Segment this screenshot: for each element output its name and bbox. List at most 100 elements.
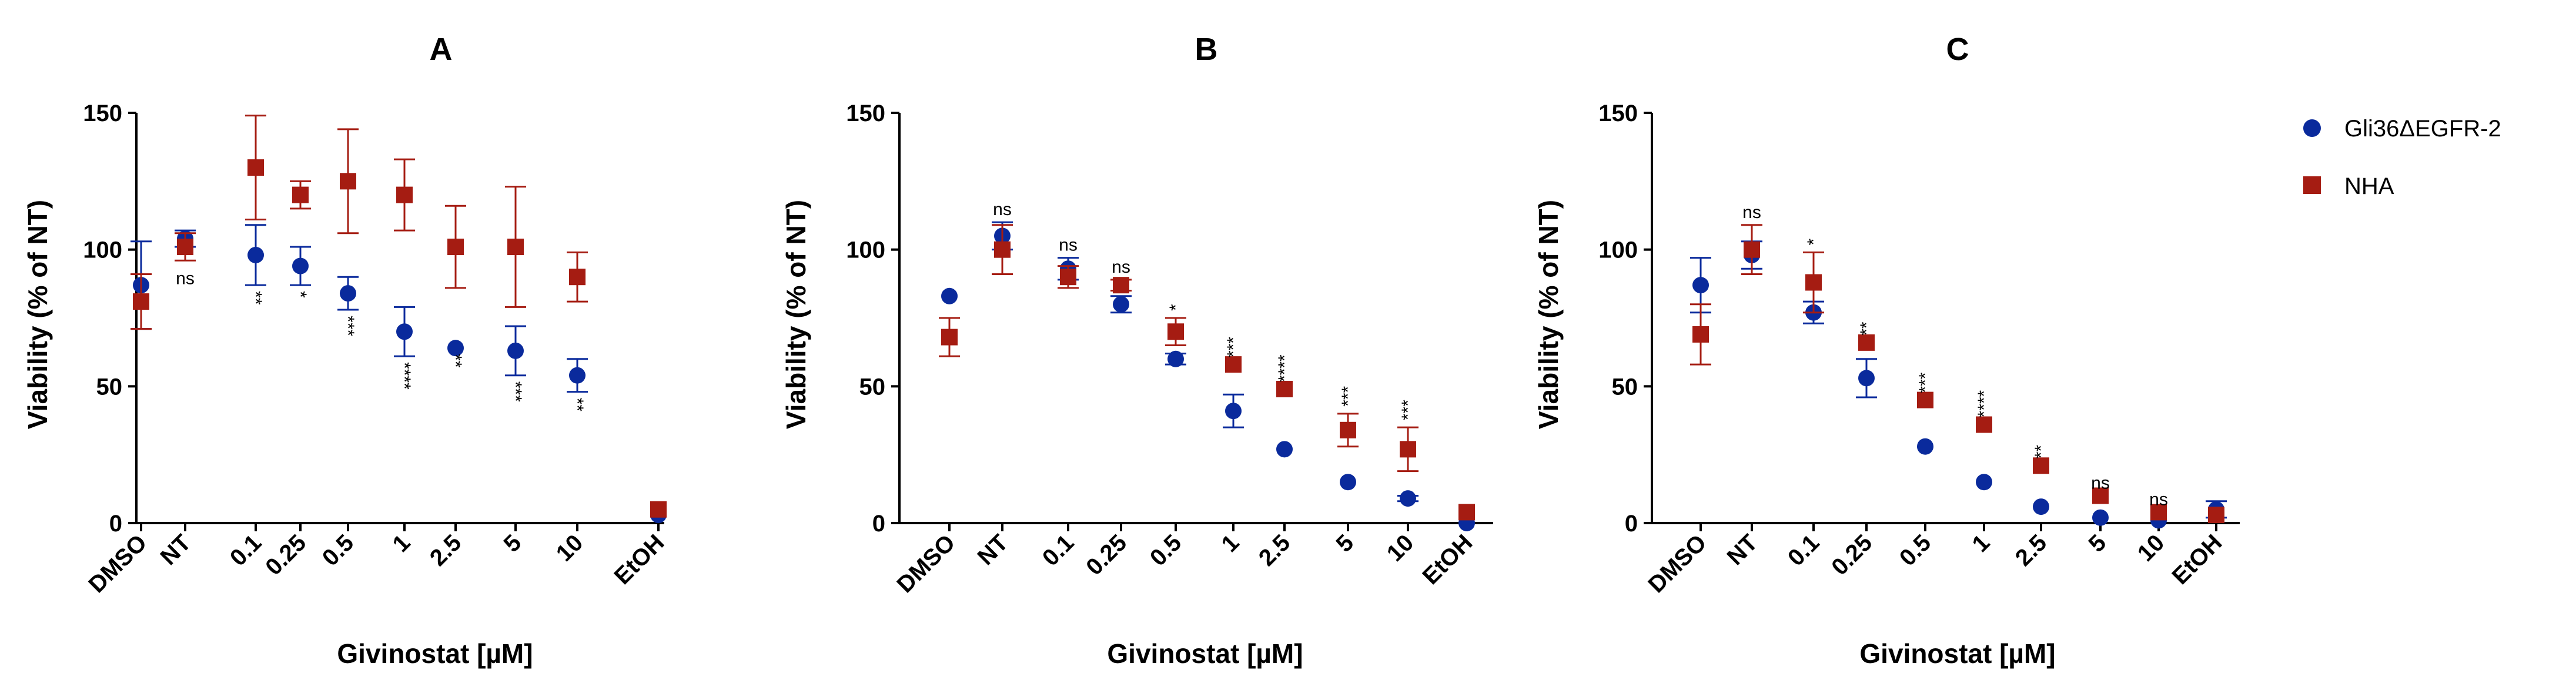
significance-label: ** — [1857, 321, 1876, 336]
x-tick-label: 0.5 — [1145, 530, 1186, 571]
legend-label-nha: NHA — [2344, 173, 2394, 199]
x-tick-label: 5 — [1332, 530, 1359, 557]
significance-label: ns — [1059, 236, 1078, 255]
x-tick-label: 2.5 — [2010, 530, 2052, 571]
x-tick-label: DMSO — [83, 530, 152, 598]
data-point-nha — [1458, 504, 1475, 521]
significance-label: ns — [2091, 473, 2110, 493]
y-tick-label: 0 — [109, 511, 122, 537]
significance-label: * — [290, 291, 310, 298]
y-tick-label: 150 — [846, 101, 885, 126]
significance-label: * — [1166, 304, 1186, 311]
data-point-gli36 — [1858, 370, 1875, 387]
x-tick-label: 0.5 — [1895, 530, 1936, 571]
significance-label: *** — [1399, 400, 1418, 420]
x-tick-label: 1 — [388, 530, 416, 557]
x-tick-label: EtOH — [2167, 530, 2227, 589]
data-point-nha — [133, 293, 149, 310]
x-axis-title: Givinostat [µM] — [1859, 638, 2055, 669]
panel-c: C Givinostat [µM] Viability (% of NT) 0 5… — [1533, 32, 2240, 669]
data-point-gli36 — [1692, 277, 1709, 294]
significance-label: *** — [1224, 337, 1243, 357]
x-tick-label: 2.5 — [1254, 530, 1295, 571]
x-tick-label: 0.25 — [260, 530, 311, 580]
legend-label-gli36: Gli36ΔEGFR-2 — [2344, 116, 2501, 142]
data-point-nha — [2150, 504, 2167, 521]
significance-label: **** — [1275, 354, 1294, 382]
significance-label: ** — [2032, 445, 2051, 459]
data-point-gli36 — [292, 257, 309, 274]
data-point-nha — [1692, 326, 1709, 343]
y-axis-title: Viability (% of NT) — [781, 200, 811, 429]
data-point-gli36 — [1400, 490, 1416, 507]
y-axis-title: Viability (% of NT) — [22, 200, 53, 429]
panel-title: A — [430, 32, 453, 67]
x-axis-title: Givinostat [µM] — [1107, 638, 1303, 669]
x-tick-label: 2.5 — [425, 530, 466, 571]
data-point-gli36 — [1917, 438, 1933, 455]
data-point-nha — [1340, 421, 1356, 438]
x-tick-label: DMSO — [1643, 530, 1711, 598]
significance-label: ns — [2149, 490, 2168, 509]
x-axis-title: Givinostat [µM] — [337, 638, 533, 669]
significance-label: * — [1804, 238, 1824, 245]
panel-b: B Givinostat [µM] Viability (% of NT) 0 5… — [781, 32, 1493, 669]
x-tick-label: 0.25 — [1081, 530, 1132, 580]
data-point-gli36 — [247, 246, 264, 263]
significance-label: ns — [176, 269, 195, 288]
data-point-nha — [247, 159, 264, 176]
x-tick-label: EtOH — [1418, 530, 1478, 589]
x-tick-label: 1 — [1968, 530, 1995, 557]
y-tick-label: 50 — [859, 374, 886, 400]
data-point-nha — [1225, 356, 1242, 373]
significance-label: ns — [1742, 203, 1761, 222]
data-point-nha — [2092, 487, 2109, 504]
x-tick-label: 5 — [499, 530, 527, 557]
x-tick-label: 5 — [2084, 530, 2112, 557]
data-point-gli36 — [1340, 474, 1356, 491]
x-tick-label: NT — [1722, 530, 1763, 570]
data-point-gli36 — [507, 342, 524, 359]
data-point-nha — [292, 186, 309, 203]
data-point-gli36 — [1113, 296, 1129, 313]
data-point-nha — [507, 239, 524, 256]
data-point-nha — [340, 173, 356, 190]
y-axis-title: Viability (% of NT) — [1533, 200, 1564, 429]
y-tick-label: 100 — [846, 237, 885, 263]
panel-title: C — [1946, 32, 1969, 67]
legend-marker-nha — [2303, 176, 2321, 194]
panel-a: A Givinostat [µM] Viability (% of NT) 0 5… — [22, 32, 669, 669]
significance-label: *** — [1339, 386, 1358, 407]
x-tick-label: EtOH — [610, 530, 670, 589]
x-tick-label: NT — [156, 530, 196, 570]
significance-label: ** — [246, 291, 265, 305]
x-tick-label: 10 — [551, 530, 588, 567]
data-point-nha — [650, 501, 667, 518]
data-point-gli36 — [447, 340, 464, 357]
data-point-nha — [1060, 269, 1076, 286]
x-tick-label: 1 — [1217, 530, 1244, 557]
x-tick-label: NT — [973, 530, 1013, 570]
data-point-nha — [2208, 507, 2224, 524]
x-tick-label: 0.1 — [225, 530, 266, 571]
x-tick-label: 0.5 — [317, 530, 359, 571]
data-point-nha — [1858, 334, 1875, 351]
data-point-nha — [941, 329, 958, 346]
data-point-nha — [2033, 457, 2049, 474]
data-point-nha — [1744, 241, 1760, 258]
y-tick-label: 50 — [1612, 374, 1638, 400]
data-point-nha — [1113, 277, 1129, 294]
significance-label: ** — [567, 398, 587, 412]
y-tick-label: 150 — [83, 101, 122, 126]
data-point-nha — [447, 239, 464, 256]
data-point-gli36 — [1276, 441, 1293, 458]
data-point-gli36 — [941, 287, 958, 304]
panel-title: B — [1195, 32, 1218, 67]
y-tick-label: 0 — [1625, 511, 1638, 537]
data-point-nha — [1917, 391, 1933, 408]
data-point-nha — [396, 186, 413, 203]
x-tick-label: 10 — [2133, 530, 2170, 567]
